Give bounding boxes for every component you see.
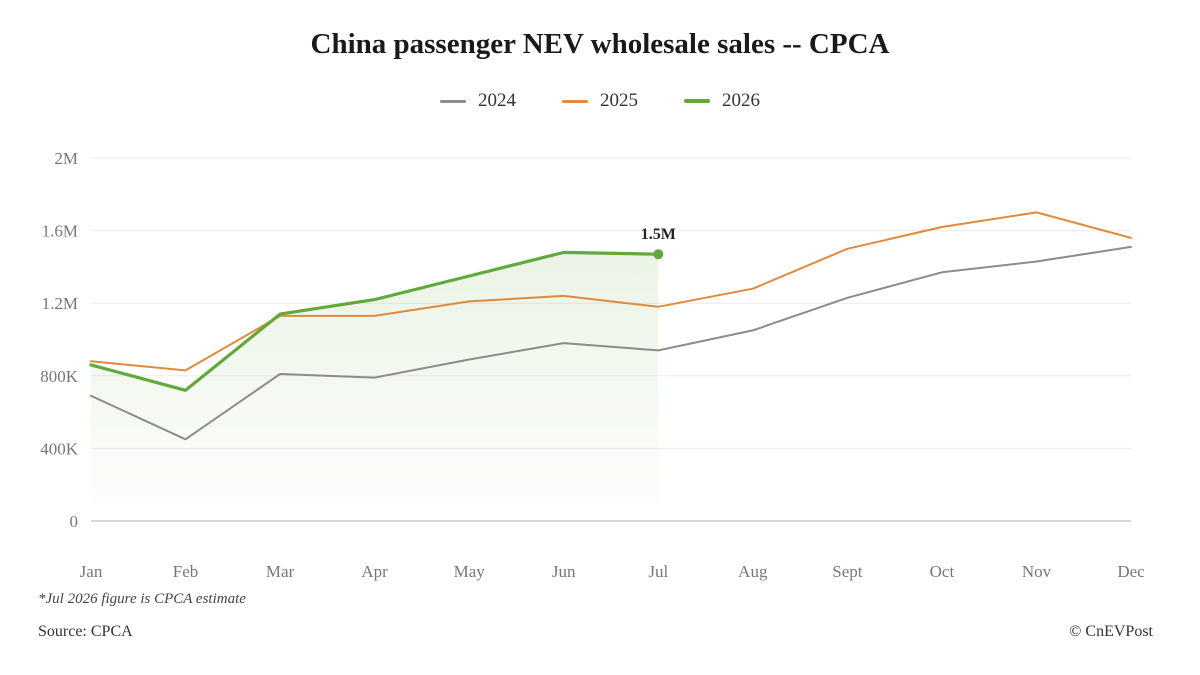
legend-swatch-2024: [440, 99, 466, 103]
credit-label: © CnEVPost: [1069, 623, 1153, 640]
legend-swatch-2025: [562, 99, 588, 103]
x-tick-label: Oct: [930, 562, 955, 581]
legend-label-2024: 2024: [478, 90, 516, 111]
legend-swatch-2026: [684, 99, 710, 103]
x-tick-label: Jan: [80, 562, 103, 581]
chart-legend: 2024 2025 2026: [0, 90, 1200, 112]
footnote: *Jul 2026 figure is CPCA estimate: [38, 591, 246, 607]
y-tick-label: 1.2M: [42, 294, 78, 313]
chart-title: China passenger NEV wholesale sales -- C…: [310, 28, 890, 60]
source-label: Source: CPCA: [38, 623, 133, 640]
legend-item-2024[interactable]: 2024: [440, 90, 516, 112]
y-tick-label: 800K: [40, 367, 79, 386]
series-2026-line: [89, 250, 660, 392]
x-tick-label: Dec: [1117, 562, 1145, 581]
y-tick-label: 2M: [54, 149, 78, 168]
y-tick-label: 1.6M: [42, 222, 78, 241]
y-tick-label: 0: [70, 512, 79, 531]
legend-item-2026[interactable]: 2026: [684, 90, 760, 112]
x-tick-label: Nov: [1022, 562, 1052, 581]
x-tick-label: May: [454, 562, 486, 581]
x-tick-label: Apr: [361, 562, 388, 581]
x-tick-label: Feb: [173, 562, 199, 581]
series-2024-line: [90, 245, 1132, 441]
x-tick-label: Mar: [266, 562, 295, 581]
x-tick-label: Jul: [648, 562, 668, 581]
y-tick-label: 400K: [40, 439, 79, 458]
x-tick-label: Sept: [832, 562, 863, 581]
legend-label-2025: 2025: [600, 90, 638, 111]
legend-label-2026: 2026: [722, 90, 760, 111]
series-2026-end-point: [653, 249, 664, 260]
x-tick-label: Jun: [552, 562, 576, 581]
data-label-annotation: 1.5M: [641, 226, 676, 243]
legend-item-2025[interactable]: 2025: [562, 90, 638, 112]
x-tick-label: Aug: [738, 562, 768, 581]
